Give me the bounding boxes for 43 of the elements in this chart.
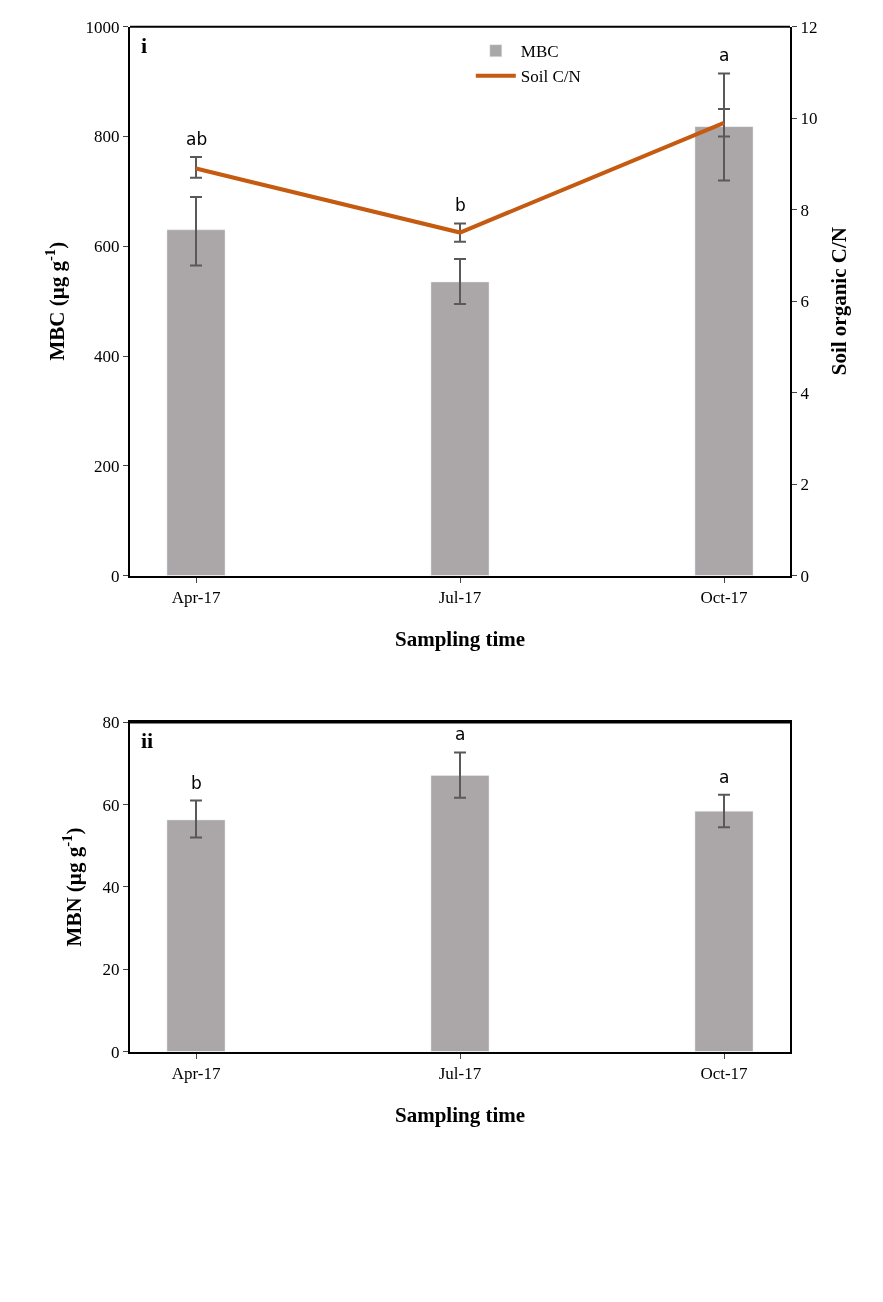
x-axis-title: Sampling time: [394, 1102, 526, 1127]
y2-tick-label: 0: [800, 566, 809, 586]
annotation: b: [191, 773, 202, 793]
x-tick-label: Apr-17: [171, 1063, 221, 1083]
bar: [430, 281, 490, 576]
annotation: i: [141, 33, 148, 58]
y-tick-label: 1000: [85, 17, 120, 37]
annotation: a: [455, 724, 466, 744]
y-tick-label: 60: [102, 795, 120, 815]
annotation: a: [719, 45, 730, 65]
y2-axis-title: Soil organic C/N: [827, 227, 852, 376]
bar: [166, 229, 226, 576]
y2-tick-label: 8: [800, 200, 809, 220]
y2-tick-label: 6: [800, 292, 809, 312]
y2-tick-label: 10: [800, 109, 818, 129]
x-tick-label: Jul-17: [438, 1063, 482, 1083]
y-tick-label: 400: [94, 347, 120, 367]
y-tick-label: 800: [94, 127, 120, 147]
x-tick-label: Oct-17: [700, 588, 749, 608]
annotation: ii: [141, 728, 154, 753]
y-tick-label: 20: [102, 960, 120, 980]
x-tick-label: Oct-17: [700, 1063, 749, 1083]
bar: [430, 775, 490, 1052]
y-tick-label: 600: [94, 237, 120, 257]
x-axis-title: Sampling time: [394, 626, 526, 651]
bar: [694, 811, 754, 1052]
y-tick-label: 0: [111, 1042, 120, 1062]
annotation: b: [455, 195, 466, 215]
x-tick-label: Jul-17: [438, 588, 482, 608]
legend-label: Soil C/N: [520, 67, 581, 87]
y2-tick-label: 12: [800, 17, 818, 37]
y-tick-label: 200: [94, 456, 120, 476]
annotation: ab: [186, 129, 208, 149]
y-tick-label: 80: [102, 713, 120, 733]
y-tick-label: 40: [102, 877, 120, 897]
bar: [694, 126, 754, 576]
y-tick-label: 0: [111, 566, 120, 586]
annotation: a: [719, 767, 730, 787]
y2-tick-label: 4: [800, 383, 810, 403]
legend-label: MBC: [520, 42, 559, 62]
bar: [166, 819, 226, 1052]
x-tick-label: Apr-17: [171, 588, 221, 608]
y2-tick-label: 2: [800, 475, 809, 495]
